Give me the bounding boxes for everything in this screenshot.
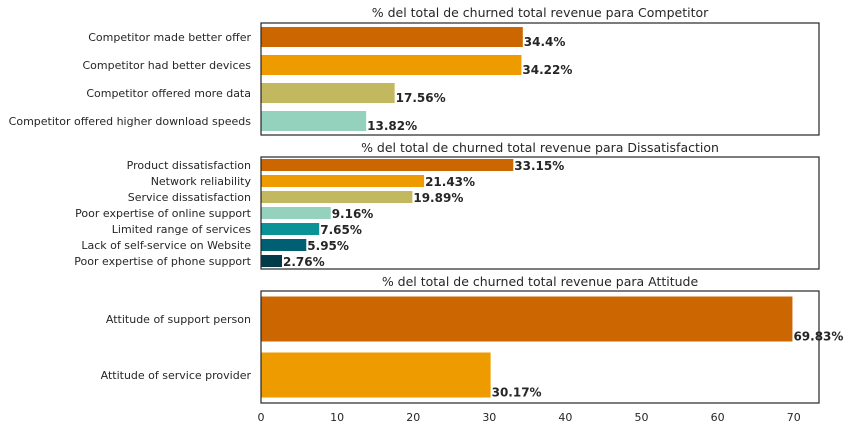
x-tick-label: 10 (330, 411, 344, 424)
category-label: Competitor had better devices (82, 59, 251, 72)
data-label: 34.4% (524, 35, 566, 49)
axes-frame (260, 290, 820, 404)
subplot-3: % del total de churned total revenue par… (101, 274, 844, 424)
x-tick-label: 40 (558, 411, 572, 424)
category-label: Competitor offered higher download speed… (9, 115, 252, 128)
category-label: Lack of self-service on Website (81, 239, 251, 252)
data-label: 30.17% (492, 386, 542, 400)
category-label: Poor expertise of phone support (74, 255, 251, 268)
subplot-title: % del total de churned total revenue par… (382, 274, 699, 289)
bar (261, 191, 413, 203)
subplot-title: % del total de churned total revenue par… (361, 140, 719, 155)
data-label: 2.76% (283, 255, 325, 269)
category-label: Attitude of service provider (101, 369, 252, 382)
subplot-1: % del total de churned total revenue par… (9, 5, 820, 136)
bar (261, 352, 491, 398)
x-tick-label: 60 (711, 411, 725, 424)
data-label: 13.82% (367, 119, 417, 133)
bar (261, 83, 395, 103)
bar (261, 255, 283, 267)
category-label: Competitor offered more data (86, 87, 251, 100)
category-label: Service dissatisfaction (128, 191, 251, 204)
x-tick-label: 30 (482, 411, 496, 424)
data-label: 21.43% (425, 175, 475, 189)
bar (261, 223, 320, 235)
category-label: Poor expertise of online support (75, 207, 252, 220)
x-tick-label: 70 (787, 411, 801, 424)
data-label: 19.89% (413, 191, 463, 205)
category-label: Network reliability (151, 175, 252, 188)
x-tick-label: 50 (635, 411, 649, 424)
x-tick-label: 0 (258, 411, 265, 424)
bar (261, 159, 514, 171)
axes-frame (260, 156, 820, 270)
data-label: 9.16% (332, 207, 374, 221)
category-label: Competitor made better offer (88, 31, 251, 44)
bar (261, 296, 793, 342)
subplot-title: % del total de churned total revenue par… (372, 5, 709, 20)
category-label: Limited range of services (112, 223, 251, 236)
data-label: 34.22% (522, 63, 572, 77)
category-label: Product dissatisfaction (127, 159, 251, 172)
data-label: 7.65% (320, 223, 362, 237)
bar (261, 239, 307, 251)
bar (261, 111, 367, 131)
bar (261, 175, 425, 187)
subplot-2: % del total de churned total revenue par… (74, 140, 820, 270)
category-label: Attitude of support person (106, 313, 251, 326)
x-tick-label: 20 (406, 411, 420, 424)
bar (261, 207, 331, 219)
data-label: 5.95% (307, 239, 349, 253)
data-label: 33.15% (514, 159, 564, 173)
data-label: 17.56% (396, 91, 446, 105)
bar (261, 27, 523, 47)
bar (261, 55, 522, 75)
axes-frame (260, 22, 820, 136)
